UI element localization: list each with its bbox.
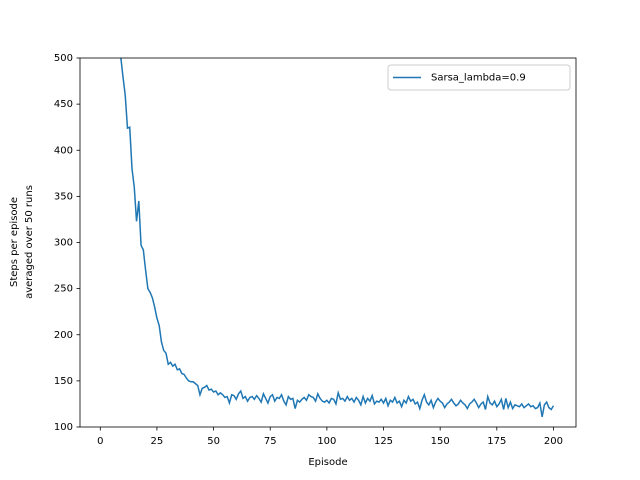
legend-box: [387, 64, 571, 91]
axes-frame: [79, 57, 577, 428]
x-tick-label: 200: [544, 436, 563, 447]
x-axis-label: Episode: [308, 457, 347, 468]
x-tick-label: 75: [264, 436, 277, 447]
y-axis-label: averaged over 50 runs: [24, 185, 35, 299]
y-tick-label: 350: [54, 191, 73, 202]
y-tick-label: 300: [54, 238, 73, 249]
x-tick-label: 175: [487, 436, 506, 447]
y-axis-label: Steps per episode: [9, 197, 20, 287]
x-tick-label: 150: [431, 436, 450, 447]
y-tick-label: 450: [54, 99, 73, 110]
y-tick-label: 150: [54, 376, 73, 387]
x-tick-label: 100: [317, 436, 336, 447]
legend-label: Sarsa_lambda=0.9: [431, 73, 526, 84]
y-tick-label: 400: [54, 145, 73, 156]
line-series: [120, 58, 555, 417]
y-tick-label: 250: [54, 284, 73, 295]
x-tick-label: 50: [207, 436, 220, 447]
plot-area: [120, 58, 555, 417]
y-tick-label: 200: [54, 330, 73, 341]
x-tick-label: 25: [151, 436, 164, 447]
x-tick-label: 125: [374, 436, 393, 447]
x-tick-label: 0: [97, 436, 103, 447]
y-tick-label: 100: [54, 422, 73, 433]
y-tick-label: 500: [54, 53, 73, 64]
